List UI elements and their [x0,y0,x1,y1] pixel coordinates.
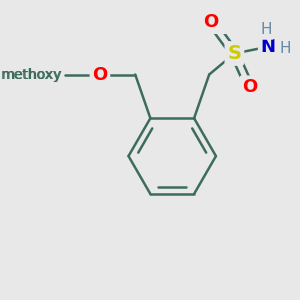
Text: methoxy: methoxy [2,68,63,82]
Text: H: H [261,22,272,38]
Text: S: S [227,44,242,63]
Text: O: O [203,13,218,31]
Text: O: O [92,65,108,83]
Text: N: N [261,38,276,56]
Text: H: H [279,41,291,56]
Text: O: O [242,78,257,96]
Text: methoxy: methoxy [0,68,61,82]
